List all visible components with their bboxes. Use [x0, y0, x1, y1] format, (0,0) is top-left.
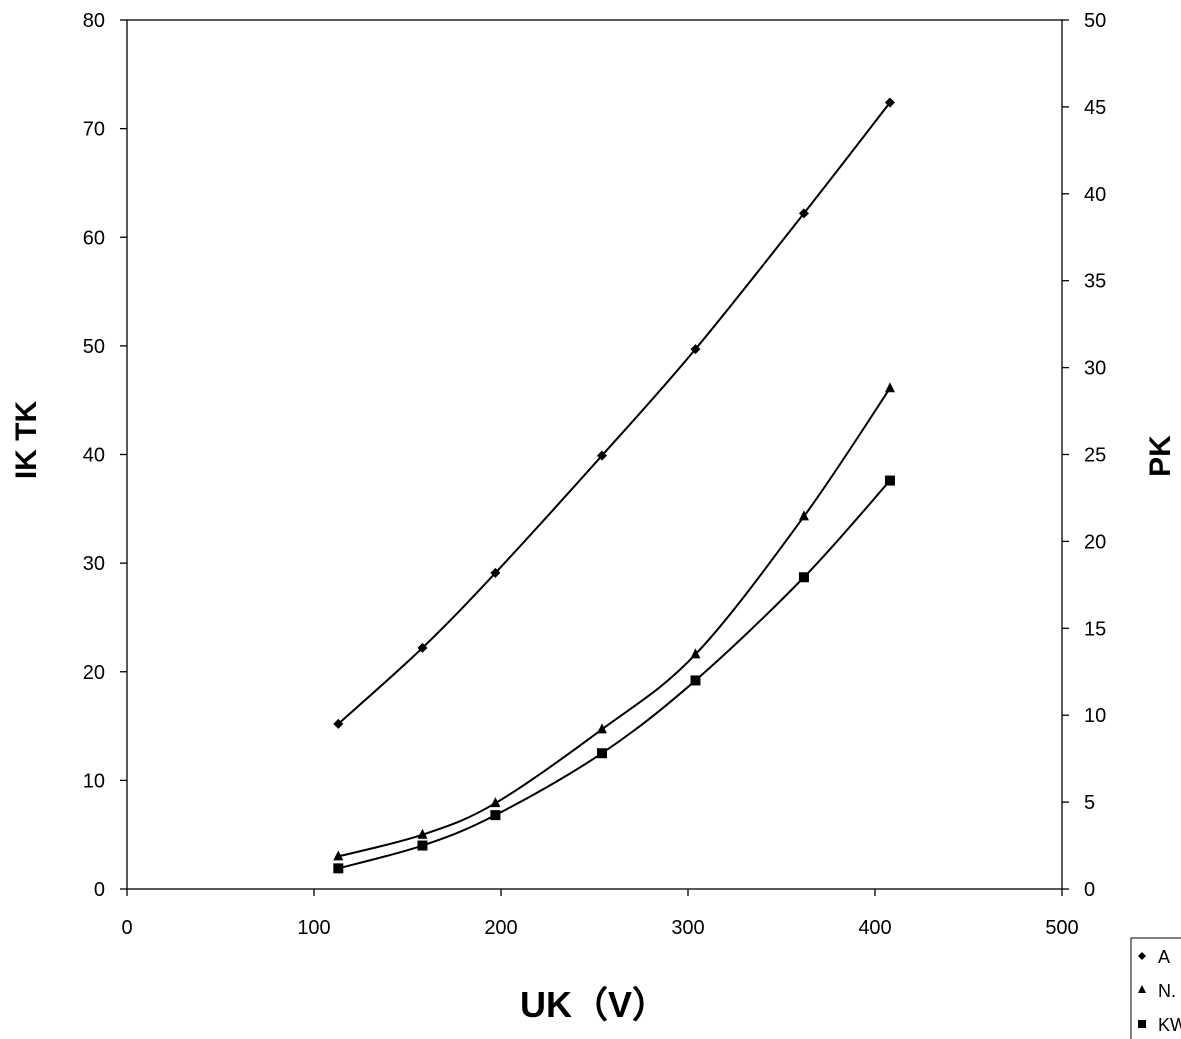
y2-axis-ticks: 0 5 10 15 20 25 30 35 40 45 50 — [1062, 10, 1106, 901]
y-tick-label: 10 — [83, 770, 105, 792]
y-tick-label: 50 — [83, 336, 105, 358]
data-point-diamond — [690, 344, 701, 355]
y-tick-label: 20 — [83, 662, 105, 684]
x-tick-label: 200 — [484, 917, 517, 939]
series-layer — [333, 97, 895, 874]
data-point-square — [690, 675, 701, 686]
data-point-diamond — [490, 567, 501, 578]
legend-marker-diamond — [1138, 952, 1146, 960]
x-tick-label: 300 — [671, 917, 704, 939]
x-axis-ticks: 0 100 200 300 400 500 — [121, 889, 1079, 939]
data-point-square — [884, 475, 895, 486]
x-axis-title: UK（V） — [520, 984, 668, 1025]
y2-tick-label: 15 — [1084, 618, 1106, 640]
y2-axis-title: PK — [1144, 435, 1177, 477]
y2-tick-label: 25 — [1084, 445, 1106, 467]
data-point-diamond — [417, 642, 428, 653]
y-tick-label: 80 — [83, 10, 105, 32]
y-tick-label: 70 — [83, 119, 105, 141]
data-point-square — [490, 810, 501, 821]
data-point-triangle — [798, 510, 809, 521]
data-point-triangle — [490, 797, 501, 808]
y-tick-label: 0 — [94, 879, 105, 901]
plot-area — [126, 19, 1063, 890]
data-point-triangle — [884, 382, 895, 393]
y2-tick-label: 45 — [1084, 97, 1106, 119]
data-point-triangle — [333, 850, 344, 861]
y-tick-label: 40 — [83, 445, 105, 467]
legend-marker-square — [1138, 1020, 1146, 1028]
series-line-n — [338, 387, 891, 858]
y-axis-title: IK TK — [10, 401, 43, 480]
data-point-triangle — [596, 723, 607, 734]
y2-tick-label: 30 — [1084, 358, 1106, 380]
data-point-diamond — [798, 208, 809, 219]
data-point-triangle — [417, 828, 428, 839]
data-point-square — [417, 840, 428, 851]
x-tick-label: 400 — [858, 917, 891, 939]
data-point-diamond — [333, 718, 344, 729]
x-tick-label: 0 — [121, 917, 132, 939]
y-axis-ticks: 0 10 20 30 40 50 60 70 80 — [83, 10, 127, 901]
y2-tick-label: 50 — [1084, 10, 1106, 32]
x-tick-label: 100 — [297, 917, 330, 939]
y-tick-label: 60 — [83, 227, 105, 249]
y2-tick-label: 20 — [1084, 531, 1106, 553]
y2-tick-label: 35 — [1084, 271, 1106, 293]
legend: A N. KW — [1130, 937, 1181, 1039]
legend-label: A — [1158, 947, 1170, 967]
data-point-square — [596, 748, 607, 759]
data-point-triangle — [690, 648, 701, 659]
data-point-square — [333, 863, 344, 874]
data-point-square — [798, 572, 809, 583]
legend-label: KW — [1158, 1015, 1181, 1035]
y2-tick-label: 40 — [1084, 184, 1106, 206]
y2-tick-label: 0 — [1084, 879, 1095, 901]
y2-tick-label: 5 — [1084, 792, 1095, 814]
legend-label: N. — [1158, 981, 1176, 1001]
x-tick-label: 500 — [1045, 917, 1078, 939]
legend-marker-triangle — [1138, 985, 1146, 993]
y2-tick-label: 10 — [1084, 705, 1106, 727]
data-point-diamond — [596, 450, 607, 461]
data-point-diamond — [884, 97, 895, 108]
y-tick-label: 30 — [83, 553, 105, 575]
